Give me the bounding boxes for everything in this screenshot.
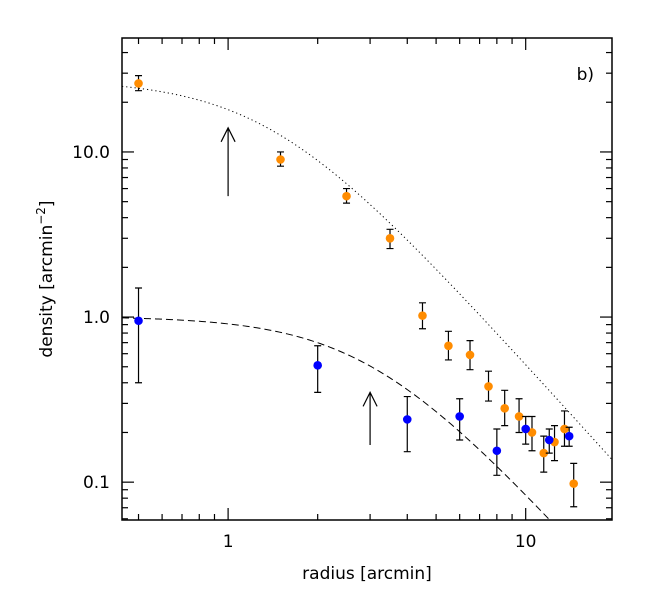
data-marker [313,361,322,370]
y-tick-label: 0.1 [83,473,110,493]
data-point [560,410,569,447]
y-tick-label: 1.0 [83,308,110,328]
y-axis-title: density [arcmin−2] [34,200,57,357]
plot-frame [121,37,613,521]
data-point [569,462,579,508]
y-tick-label: 10.0 [72,143,110,163]
data-point [539,435,549,473]
data-point [465,340,475,371]
data-marker [521,424,530,434]
data-point [527,415,537,452]
y-axis-title-close: ] [37,200,57,207]
data-marker [527,428,537,437]
data-point [134,75,143,92]
data-point [455,398,464,441]
data-point [276,151,285,167]
data-point [514,398,524,434]
y-axis-title-main: density [arcmin [37,225,57,358]
data-point [418,302,427,330]
data-marker [418,311,427,320]
data-marker [444,341,453,351]
data-point [492,428,502,476]
data-point [385,228,395,250]
data-point [484,370,493,402]
data-marker [134,79,143,88]
data-marker [539,448,549,458]
data-marker [514,412,524,421]
data-point [134,287,143,384]
fit-curves [122,85,612,520]
data-marker [402,415,412,424]
data-marker [560,424,569,434]
annotation-arrow [220,126,236,197]
data-point [313,345,322,393]
fit-curve-dotted [122,85,612,460]
data-marker [500,404,509,413]
data-marker [385,233,395,243]
x-axis-title: radius [arcmin] [302,564,432,584]
data-marker [342,191,351,201]
error-bar [403,395,411,453]
data-marker [134,316,143,326]
data-point [521,415,530,445]
data-point [342,187,351,204]
data-marker [569,479,579,488]
fit-curve-dashed [122,317,551,520]
data-point [402,395,412,453]
data-marker [492,446,502,456]
x-tick-label: 10 [515,532,537,552]
data-marker [455,412,464,421]
x-tick-label: 1 [223,532,234,552]
data-marker [484,382,493,391]
axis-ticks [122,38,612,520]
data-point [444,330,453,361]
error-bar [135,287,143,384]
y-axis-title-superscript: −2 [34,207,48,225]
data-marker [564,431,574,441]
arrows [220,126,378,445]
data-points [134,75,579,508]
data-marker [465,350,475,360]
data-marker [544,435,554,445]
tick-labels: 1 10 0.1 1.0 10.0 [72,143,536,552]
panel-label: b) [577,65,594,85]
data-point [564,426,574,447]
data-point [500,389,509,427]
data-point [544,428,554,454]
data-marker [276,155,285,164]
annotation-arrow [362,390,378,445]
